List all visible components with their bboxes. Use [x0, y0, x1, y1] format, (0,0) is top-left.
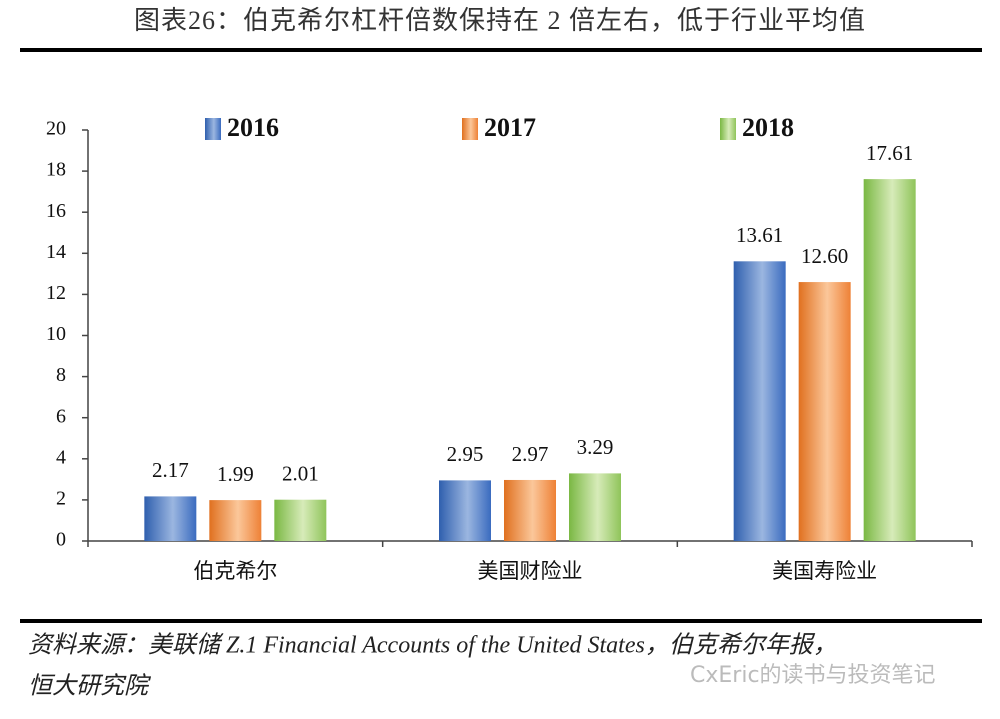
bar	[863, 179, 916, 541]
y-tick-label: 18	[46, 159, 66, 181]
bar	[209, 500, 262, 541]
source-line: 恒大研究院	[28, 673, 152, 700]
source-line: 资料来源：美联储 Z.1 Financial Accounts of the U…	[28, 632, 837, 659]
bar	[798, 282, 851, 541]
bar	[439, 480, 491, 541]
watermark: CxEric的读书与投资笔记	[690, 663, 936, 688]
chart-title: 图表26：伯克希尔杠杆倍数保持在 2 倍左右，低于行业平均值	[134, 6, 866, 35]
value-label: 12.60	[801, 244, 848, 268]
legend-swatch	[205, 118, 221, 140]
value-label: 17.61	[866, 141, 913, 165]
x-tick-label: 美国财险业	[478, 559, 583, 583]
value-label: 2.97	[512, 442, 549, 466]
value-label: 13.61	[736, 223, 783, 247]
legend-swatch	[462, 118, 478, 140]
bar	[144, 496, 197, 541]
legend-label: 2018	[742, 113, 794, 142]
y-tick-label: 8	[56, 364, 66, 386]
value-label: 1.99	[217, 462, 254, 486]
value-label: 2.95	[447, 442, 484, 466]
legend-label: 2017	[484, 113, 536, 142]
y-tick-label: 14	[46, 241, 66, 263]
y-tick-label: 10	[46, 323, 66, 345]
bar	[274, 499, 327, 541]
y-tick-label: 4	[56, 446, 66, 468]
value-label: 2.17	[152, 458, 189, 482]
y-tick-label: 0	[56, 529, 66, 551]
value-label: 2.01	[282, 462, 319, 486]
y-tick-label: 12	[46, 282, 66, 304]
x-tick-label: 美国寿险业	[772, 559, 877, 583]
bar	[733, 261, 786, 541]
x-tick-label: 伯克希尔	[193, 559, 277, 583]
value-label: 3.29	[577, 435, 614, 459]
legend-swatch	[720, 118, 736, 140]
y-tick-label: 20	[46, 118, 66, 140]
bar	[504, 479, 556, 541]
y-tick-label: 16	[46, 200, 66, 222]
y-tick-label: 2	[56, 487, 66, 509]
y-tick-label: 6	[56, 405, 66, 427]
legend-label: 2016	[227, 113, 279, 142]
bar	[569, 473, 621, 541]
